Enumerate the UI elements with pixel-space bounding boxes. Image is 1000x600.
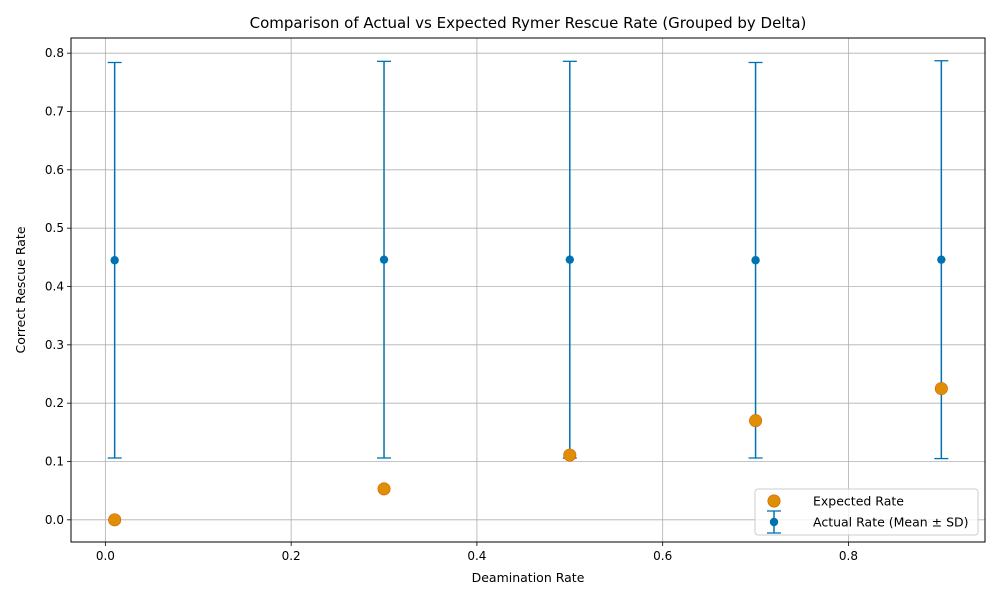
actual-rate-point xyxy=(379,255,389,264)
expected-rate-point xyxy=(108,513,122,527)
x-axis-label: Deamination Rate xyxy=(472,570,585,585)
axis-ticks: 0.0 0.2 0.4 0.6 0.8 0.0 0.1 0.2 0.3 0.4 0.5 0.6 0.7 0… xyxy=(45,46,858,563)
legend-items: Expected Rate Actual Rate (Mean ± SD) xyxy=(767,494,969,534)
y-tick-label: 0.2 xyxy=(45,396,64,410)
y-tick-label: 0.0 xyxy=(45,513,64,527)
x-tick-label: 0.8 xyxy=(839,549,858,563)
x-tick-label: 0.0 xyxy=(96,549,115,563)
legend-expected-label: Expected Rate xyxy=(813,494,904,509)
chart-title: Comparison of Actual vs Expected Rymer R… xyxy=(250,14,807,32)
y-tick-label: 0.8 xyxy=(45,46,64,60)
legend-expected-marker xyxy=(767,494,781,508)
expected-rate-point xyxy=(563,448,577,462)
grid xyxy=(71,38,985,542)
y-tick-label: 0.6 xyxy=(45,163,64,177)
actual-rate-point xyxy=(937,255,946,264)
x-tick-label: 0.2 xyxy=(282,549,301,563)
plot-frame xyxy=(70,37,986,543)
series-layer xyxy=(107,60,949,527)
y-tick-label: 0.5 xyxy=(45,221,64,235)
y-tick-label: 0.7 xyxy=(45,105,64,119)
y-axis-label: Correct Rescue Rate xyxy=(13,226,28,353)
legend-actual-label: Actual Rate (Mean ± SD) xyxy=(813,515,969,530)
x-tick-label: 0.6 xyxy=(653,549,672,563)
legend-box xyxy=(754,488,979,536)
y-tick-label: 0.3 xyxy=(45,338,64,352)
y-tick-label: 0.1 xyxy=(45,455,64,469)
legend: Expected Rate Actual Rate (Mean ± SD) xyxy=(754,488,979,536)
expected-rate-point xyxy=(749,414,763,428)
expected-rate-point xyxy=(934,382,948,396)
actual-rate-point xyxy=(565,255,574,264)
actual-rate-point xyxy=(751,256,760,265)
x-tick-label: 0.4 xyxy=(467,549,486,563)
y-tick-label: 0.4 xyxy=(45,280,64,294)
expected-rate-point xyxy=(377,482,391,496)
legend-actual-marker xyxy=(769,517,779,527)
actual-rate-point xyxy=(110,256,119,265)
